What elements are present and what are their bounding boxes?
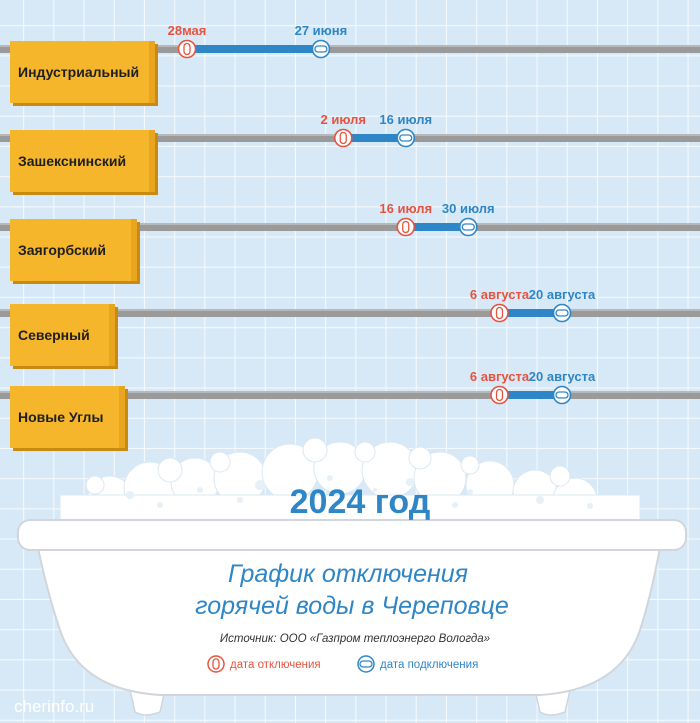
off-date-label: 16 июля (379, 201, 432, 216)
legend: дата отключения дата подключения (207, 655, 478, 673)
legend-on-icon (357, 655, 375, 673)
watermark: cherinfo.ru (14, 697, 94, 716)
off-date-marker (333, 128, 353, 148)
on-date-label: 30 июля (442, 201, 495, 216)
towel (10, 41, 155, 103)
towel-fringe (149, 41, 155, 103)
district-name: Индустриальный (18, 64, 139, 80)
outage-bar (343, 134, 406, 142)
tub-feet (129, 689, 571, 716)
pipe (0, 45, 700, 53)
towel-fringe (149, 130, 155, 192)
towel (10, 386, 125, 448)
off-date-label: 28мая (168, 23, 207, 38)
towel (10, 130, 155, 192)
bathtub-body (36, 547, 662, 696)
legend-off-icon (207, 655, 225, 673)
towel-fringe (119, 386, 125, 448)
legend-on-label: дата подключения (380, 659, 478, 671)
outage-bar (499, 309, 562, 317)
district-row: Индустриальный 28мая 27 июня (0, 23, 700, 106)
off-date-label: 6 августа (470, 287, 530, 302)
district-row: Новые Углы 6 августа 20 августа (0, 369, 700, 451)
on-date-marker (552, 385, 572, 405)
off-date-marker (396, 217, 416, 237)
on-date-marker (552, 303, 572, 323)
pipe-highlight (0, 391, 700, 393)
off-date-label: 6 августа (470, 369, 530, 384)
off-date-marker (177, 39, 197, 59)
district-name: Новые Углы (18, 409, 103, 425)
pipe-highlight (0, 309, 700, 311)
district-row: Северный 6 августа 20 августа (0, 287, 700, 369)
subtitle-line-1: График отключения (228, 560, 468, 588)
district-row: Зашекснинский 2 июля 16 июля (0, 112, 700, 195)
pipe-highlight (0, 223, 700, 225)
pipe-highlight (0, 45, 700, 47)
off-date-label: 2 июля (321, 112, 366, 127)
outage-bar (499, 391, 562, 399)
bathtub-rim (17, 519, 687, 551)
pipe (0, 309, 700, 317)
off-date-marker (490, 303, 509, 323)
on-date-label: 27 июня (295, 23, 348, 38)
legend-off-label: дата отключения (230, 659, 321, 671)
on-date-label: 16 июля (379, 112, 432, 127)
year-title: 2024 год (290, 483, 431, 521)
on-date-label: 20 августа (529, 287, 596, 302)
foam-bubbles (126, 475, 593, 509)
on-date-label: 20 августа (529, 369, 596, 384)
district-name: Заягорбский (18, 242, 106, 258)
source-note: Источник: ООО «Газпром теплоэнерго Волог… (220, 633, 490, 645)
pipe (0, 223, 700, 231)
district-name: Зашекснинский (18, 153, 126, 169)
towel (10, 304, 115, 366)
towel-fringe (131, 219, 137, 281)
district-row: Заягорбский 16 июля 30 июля (0, 201, 700, 284)
on-date-marker (396, 128, 416, 148)
on-date-marker (311, 39, 331, 59)
pipe (0, 391, 700, 399)
towel (10, 219, 137, 281)
outage-bar (187, 45, 321, 53)
on-date-marker (458, 217, 478, 237)
outage-bar (405, 223, 469, 231)
towel-fringe (109, 304, 115, 366)
subtitle-line-2: горячей воды в Череповце (195, 592, 509, 620)
off-date-marker (490, 385, 509, 405)
district-name: Северный (18, 327, 90, 343)
